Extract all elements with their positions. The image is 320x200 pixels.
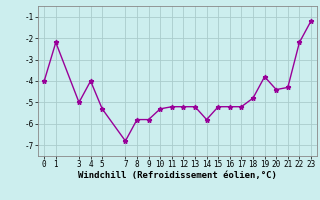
X-axis label: Windchill (Refroidissement éolien,°C): Windchill (Refroidissement éolien,°C)	[78, 171, 277, 180]
